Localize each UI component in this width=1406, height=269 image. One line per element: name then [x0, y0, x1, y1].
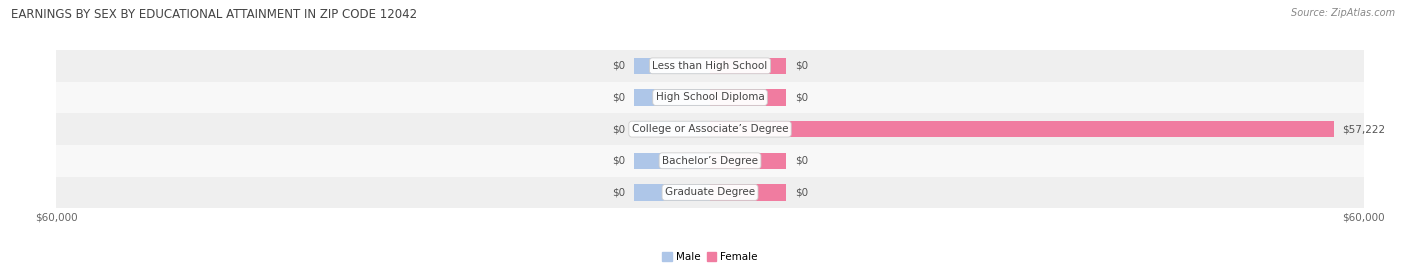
- Bar: [56, 176, 1364, 208]
- Bar: [56, 145, 1364, 176]
- Bar: [56, 82, 1364, 113]
- Text: $0: $0: [794, 61, 808, 71]
- Bar: [56, 50, 1364, 82]
- Bar: [634, 153, 710, 169]
- Text: Graduate Degree: Graduate Degree: [665, 187, 755, 197]
- Text: Less than High School: Less than High School: [652, 61, 768, 71]
- Text: $0: $0: [612, 156, 626, 166]
- Text: $0: $0: [612, 61, 626, 71]
- Bar: [56, 113, 1364, 145]
- Bar: [634, 58, 710, 74]
- Bar: [710, 121, 1333, 137]
- Text: EARNINGS BY SEX BY EDUCATIONAL ATTAINMENT IN ZIP CODE 12042: EARNINGS BY SEX BY EDUCATIONAL ATTAINMEN…: [11, 8, 418, 21]
- Text: Source: ZipAtlas.com: Source: ZipAtlas.com: [1291, 8, 1395, 18]
- Bar: [710, 153, 786, 169]
- Bar: [634, 184, 710, 201]
- Bar: [710, 89, 786, 106]
- Text: $0: $0: [794, 93, 808, 102]
- Text: High School Diploma: High School Diploma: [655, 93, 765, 102]
- Text: $0: $0: [612, 93, 626, 102]
- Bar: [710, 184, 786, 201]
- Text: $0: $0: [612, 187, 626, 197]
- Text: $57,222: $57,222: [1343, 124, 1385, 134]
- Bar: [710, 58, 786, 74]
- Text: $0: $0: [794, 156, 808, 166]
- Text: College or Associate’s Degree: College or Associate’s Degree: [631, 124, 789, 134]
- Text: $0: $0: [612, 124, 626, 134]
- Text: $0: $0: [794, 187, 808, 197]
- Text: Bachelor’s Degree: Bachelor’s Degree: [662, 156, 758, 166]
- Legend: Male, Female: Male, Female: [658, 247, 762, 266]
- Bar: [634, 89, 710, 106]
- Bar: [634, 121, 710, 137]
